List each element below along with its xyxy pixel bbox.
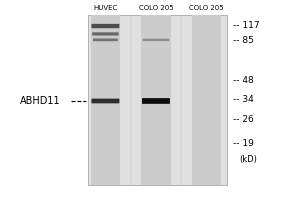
- Text: (kD): (kD): [239, 155, 257, 164]
- Text: -- 48: -- 48: [233, 76, 254, 85]
- FancyBboxPatch shape: [143, 39, 169, 41]
- FancyBboxPatch shape: [92, 32, 118, 36]
- Text: -- 85: -- 85: [233, 36, 254, 45]
- FancyBboxPatch shape: [92, 99, 119, 103]
- Text: HUVEC: HUVEC: [93, 5, 118, 11]
- FancyBboxPatch shape: [93, 38, 118, 41]
- Text: COLO 205: COLO 205: [139, 5, 173, 11]
- FancyBboxPatch shape: [92, 24, 119, 28]
- Bar: [88, 15, 227, 185]
- Bar: [192, 15, 221, 185]
- FancyBboxPatch shape: [142, 98, 170, 104]
- Bar: [91, 15, 120, 185]
- Text: -- 34: -- 34: [233, 96, 254, 104]
- Text: -- 19: -- 19: [233, 139, 254, 148]
- Text: -- 26: -- 26: [233, 115, 254, 124]
- Text: -- 117: -- 117: [233, 21, 260, 30]
- Text: ABHD11: ABHD11: [20, 96, 60, 106]
- Text: COLO 205: COLO 205: [189, 5, 224, 11]
- Bar: [141, 15, 171, 185]
